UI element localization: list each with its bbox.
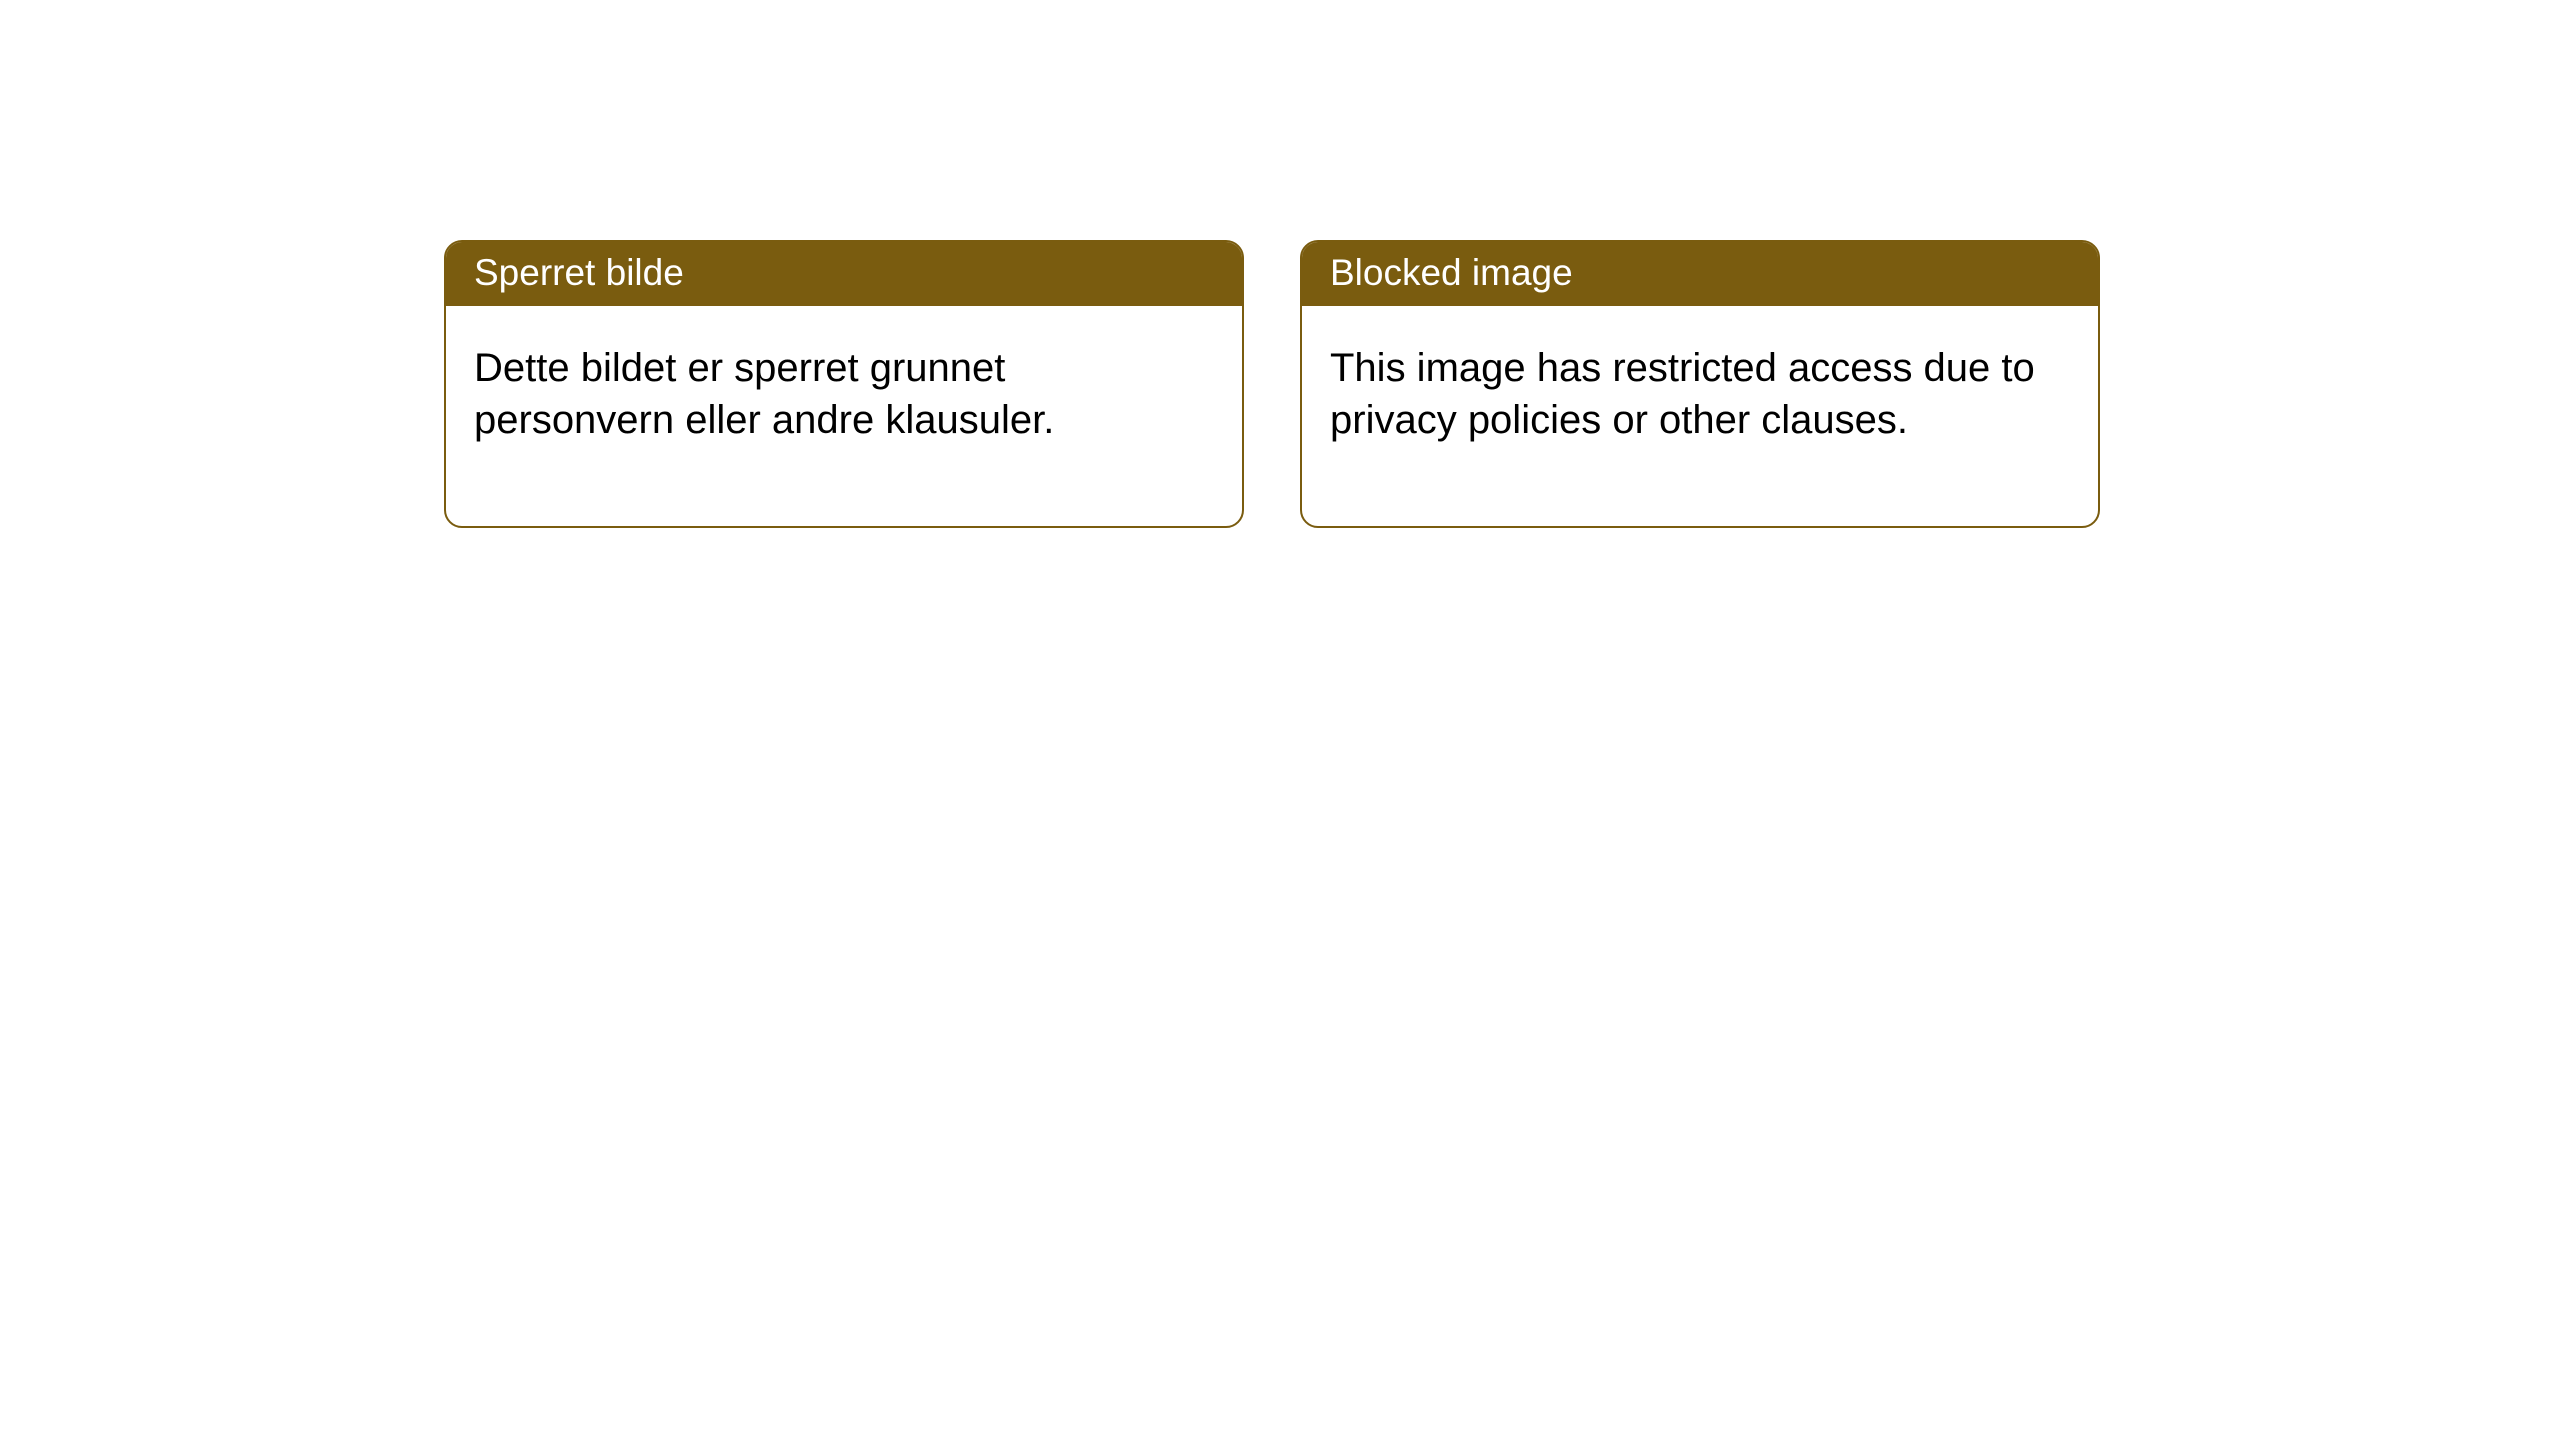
notice-body-norwegian: Dette bildet er sperret grunnet personve… (446, 306, 1242, 526)
notice-title-norwegian: Sperret bilde (446, 242, 1242, 306)
notice-card-english: Blocked image This image has restricted … (1300, 240, 2100, 528)
notice-title-english: Blocked image (1302, 242, 2098, 306)
notice-body-english: This image has restricted access due to … (1302, 306, 2098, 526)
notice-container: Sperret bilde Dette bildet er sperret gr… (0, 0, 2560, 528)
notice-card-norwegian: Sperret bilde Dette bildet er sperret gr… (444, 240, 1244, 528)
